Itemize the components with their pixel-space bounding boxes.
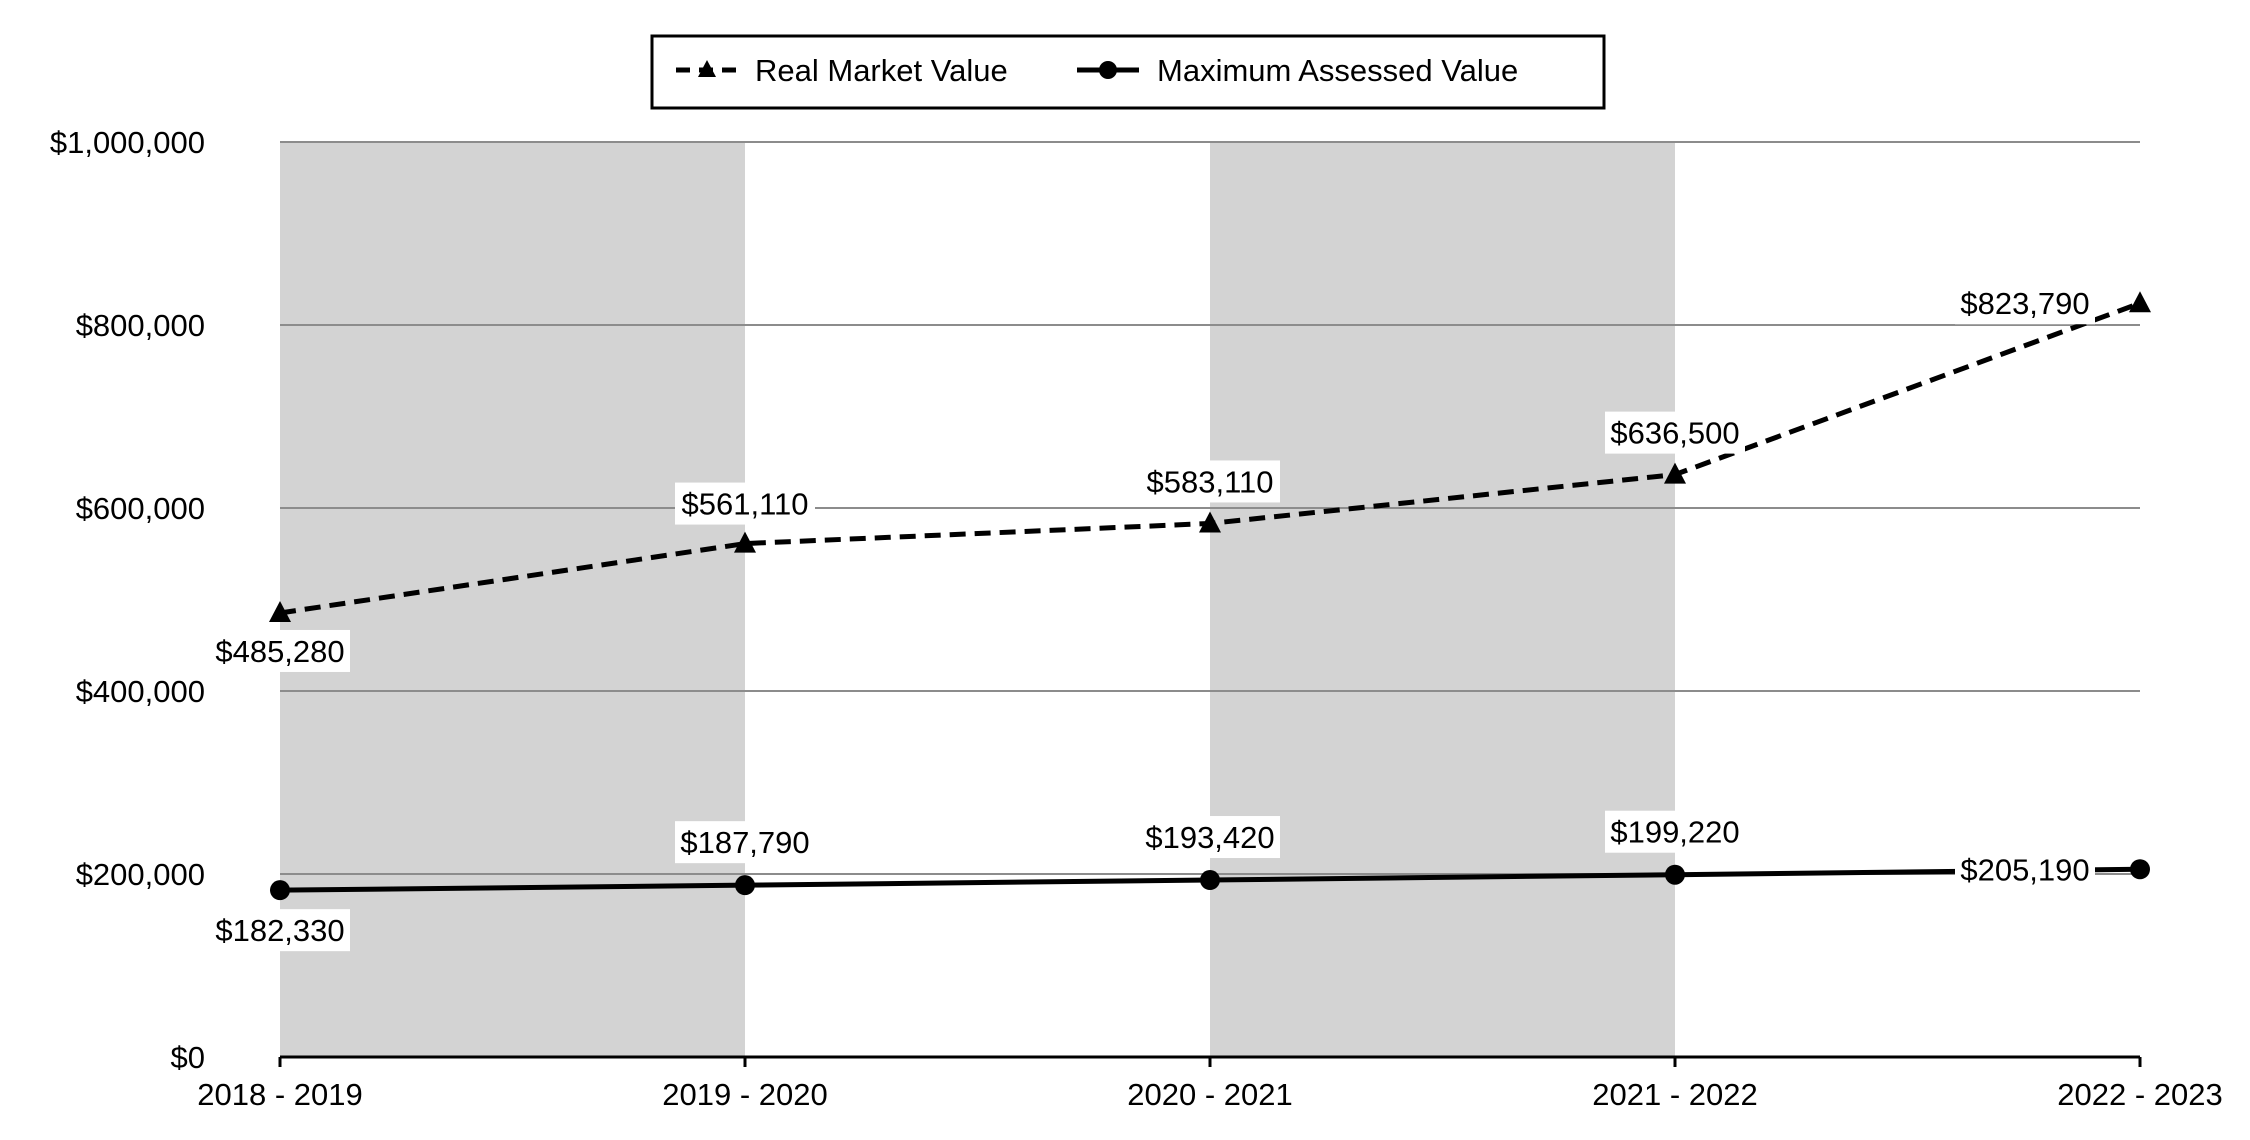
data-point-triangle — [269, 600, 291, 622]
data-label-real-market-value: $636,500 — [1610, 416, 1739, 451]
data-label-background — [1605, 411, 1745, 454]
data-point-circle — [1200, 870, 1220, 891]
x-axis-ticks: 2018 - 2019 2019 - 2020 2020 - 2021 2021 - … — [197, 1057, 2223, 1112]
data-label-real-market-value: $561,110 — [682, 487, 809, 522]
legend-marker-triangle-icon — [698, 60, 716, 77]
legend: Real Market Value Maximum Assessed Value — [650, 34, 1606, 110]
data-label-background — [1140, 460, 1280, 503]
data-label-background — [1140, 816, 1280, 859]
data-label-background — [675, 482, 815, 525]
data-label-real-market-value: $823,790 — [1960, 286, 2089, 321]
data-label-background — [1955, 282, 2095, 325]
shaded-bands — [280, 142, 1675, 1057]
data-label-maximum-assessed-value: $182,330 — [215, 913, 344, 948]
data-point-circle — [2130, 859, 2150, 880]
data-labels: $485,280 $561,110 $583,110 $636,500 $823,790… — [210, 282, 2095, 952]
data-label-background — [675, 821, 815, 864]
legend-label-maximum-assessed-value: Maximum Assessed Value — [1157, 53, 1518, 88]
legend-label-real-market-value: Real Market Value — [755, 53, 1008, 88]
data-label-maximum-assessed-value: $187,790 — [680, 825, 809, 860]
data-label-background — [1955, 848, 2095, 891]
data-point-circle — [735, 875, 755, 896]
y-tick-label: $400,000 — [76, 674, 205, 709]
series-layer — [269, 291, 2151, 901]
data-label-real-market-value: $583,110 — [1147, 464, 1274, 499]
data-label-real-market-value: $485,280 — [215, 634, 344, 669]
x-tick-label: 2021 - 2022 — [1592, 1077, 1757, 1112]
x-tick-label: 2019 - 2020 — [662, 1077, 827, 1112]
y-tick-label: $0 — [171, 1040, 205, 1075]
data-point-triangle — [1199, 511, 1221, 533]
shaded-band-2020-2021 — [1210, 142, 1675, 1057]
data-point-circle — [1665, 864, 1685, 885]
data-label-maximum-assessed-value: $199,220 — [1610, 815, 1739, 850]
data-label-background — [1605, 810, 1745, 853]
y-tick-label: $800,000 — [76, 308, 205, 343]
x-tick-label: 2018 - 2019 — [197, 1077, 362, 1112]
legend-marker-circle-icon — [1099, 61, 1117, 79]
data-point-circle — [270, 880, 290, 901]
data-label-maximum-assessed-value: $205,190 — [1960, 852, 2089, 887]
data-label-background — [210, 909, 350, 952]
data-point-triangle — [2129, 291, 2151, 313]
data-label-maximum-assessed-value: $193,420 — [1145, 820, 1274, 855]
data-point-triangle — [734, 531, 756, 553]
x-tick-label: 2020 - 2021 — [1127, 1077, 1292, 1112]
x-tick-label: 2022 - 2023 — [2057, 1077, 2222, 1112]
y-tick-label: $600,000 — [76, 491, 205, 526]
y-tick-label: $200,000 — [76, 857, 205, 892]
y-axis-ticks: $0 $200,000 $400,000 $600,000 $800,000 $1,000… — [50, 125, 205, 1075]
data-point-triangle — [1664, 462, 1686, 484]
y-tick-label: $1,000,000 — [50, 125, 205, 160]
data-label-background — [210, 629, 350, 672]
